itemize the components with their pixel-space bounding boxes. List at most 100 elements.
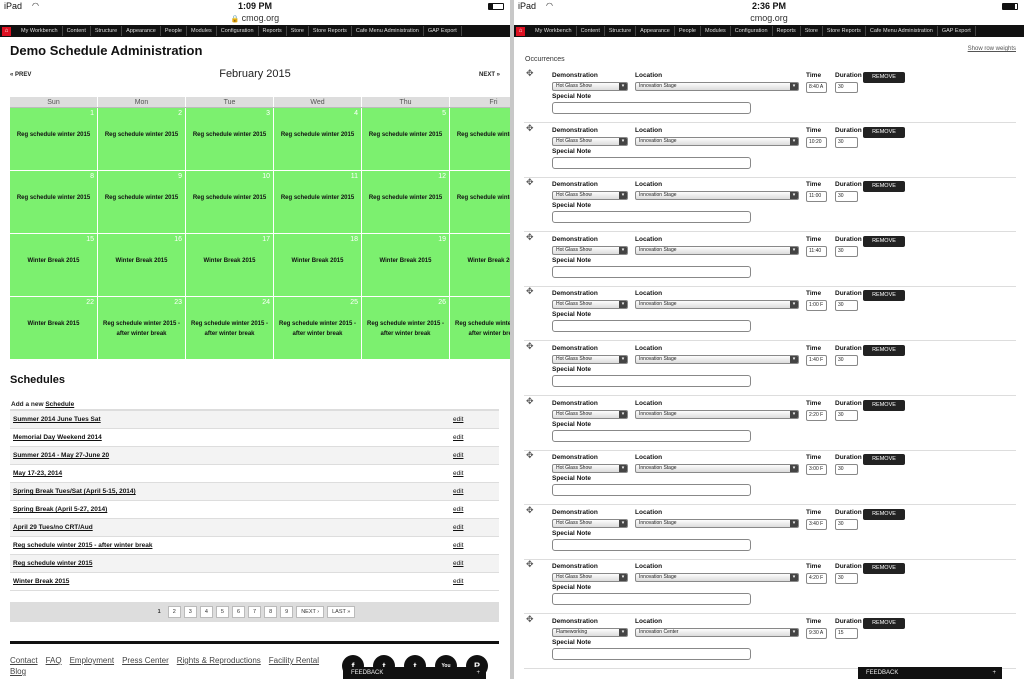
duration-input[interactable]: 30 xyxy=(835,518,858,530)
calendar-event[interactable]: Reg schedule winter 2015 - after winter … xyxy=(278,321,357,337)
duration-input[interactable]: 30 xyxy=(835,409,858,421)
location-select[interactable]: Innovation Stage ▾ xyxy=(635,82,799,91)
edit-link[interactable]: edit xyxy=(453,578,464,585)
special-note-input[interactable] xyxy=(552,484,751,497)
demonstration-select[interactable]: Hot Glass Show ▾ xyxy=(552,300,628,310)
duration-input[interactable]: 15 xyxy=(835,628,858,639)
drag-handle-icon[interactable]: ✥ xyxy=(526,395,534,406)
drag-handle-icon[interactable]: ✥ xyxy=(526,450,534,461)
duration-input[interactable]: 30 xyxy=(835,300,858,312)
edit-link[interactable]: edit xyxy=(453,416,464,423)
schedule-name-link[interactable]: May 17-23, 2014 xyxy=(13,470,63,477)
show-row-weights-link[interactable]: Show row weights xyxy=(967,46,1016,52)
duration-input[interactable]: 30 xyxy=(835,245,858,257)
location-select[interactable]: Innovation Stage ▾ xyxy=(635,573,799,583)
demonstration-select[interactable]: Hot Glass Show ▾ xyxy=(552,409,628,419)
edit-link[interactable]: edit xyxy=(453,506,464,513)
duration-input[interactable]: 30 xyxy=(835,573,858,585)
toolbar-item[interactable]: Store xyxy=(287,26,309,36)
calendar-event[interactable]: Reg schedule winter 2015 xyxy=(104,195,179,201)
calendar-event[interactable]: Reg schedule winter 2015 xyxy=(280,132,355,138)
toolbar-item[interactable]: Reports xyxy=(773,26,801,36)
footer-link[interactable]: Facility Rental xyxy=(268,656,320,665)
duration-input[interactable]: 30 xyxy=(835,136,858,148)
remove-button[interactable]: REMOVE xyxy=(863,181,905,193)
location-select[interactable]: Innovation Stage ▾ xyxy=(635,355,799,364)
calendar-day-cell[interactable]: 25 Reg schedule winter 2015 - after winte… xyxy=(274,297,362,360)
drag-handle-icon[interactable]: ✥ xyxy=(526,286,534,297)
next-month-link[interactable]: NEXT » xyxy=(478,72,500,78)
location-select[interactable]: Innovation Stage ▾ xyxy=(635,518,799,528)
calendar-day-cell[interactable]: 23 Reg schedule winter 2015 - after winte… xyxy=(98,297,186,360)
toolbar-item[interactable]: GAP Export xyxy=(424,26,462,36)
calendar-day-cell[interactable]: 10 Reg schedule winter 2015 xyxy=(186,171,274,234)
location-select[interactable]: Innovation Stage ▾ xyxy=(635,245,799,255)
time-input[interactable]: 9:30 A xyxy=(806,628,827,639)
remove-button[interactable]: REMOVE xyxy=(863,72,905,83)
calendar-day-cell[interactable]: 20Winter Break 2015 xyxy=(450,234,510,297)
toolbar-item[interactable]: Configuration xyxy=(217,26,259,36)
calendar-event[interactable]: Reg schedule winter 2015 xyxy=(456,132,510,138)
location-select[interactable]: Innovation Stage ▾ xyxy=(635,464,799,474)
edit-link[interactable]: edit xyxy=(453,488,464,495)
pager-item[interactable]: 9 xyxy=(280,606,294,618)
schedule-name-link[interactable]: Memorial Day Weekend 2014 xyxy=(13,434,102,441)
location-select[interactable]: Innovation Stage ▾ xyxy=(635,191,799,201)
demonstration-select[interactable]: Hot Glass Show ▾ xyxy=(552,82,628,91)
duration-input[interactable]: 30 xyxy=(835,464,858,476)
edit-link[interactable]: edit xyxy=(453,434,464,441)
toolbar-item[interactable]: My Workbench xyxy=(531,26,577,36)
toolbar-item[interactable]: Structure xyxy=(605,26,637,36)
toolbar-item[interactable]: Modules xyxy=(701,26,731,36)
demonstration-select[interactable]: Hot Glass Show ▾ xyxy=(552,464,628,474)
special-note-input[interactable] xyxy=(552,265,751,278)
toolbar-item[interactable]: Appearance xyxy=(636,26,675,36)
calendar-day-cell[interactable]: 26 Reg schedule winter 2015 - after winte… xyxy=(362,297,450,360)
calendar-event[interactable]: Reg schedule winter 2015 xyxy=(368,195,443,201)
remove-button[interactable]: REMOVE xyxy=(863,508,905,520)
demonstration-select[interactable]: Flameworking ▾ xyxy=(552,628,628,637)
toolbar-item[interactable]: Content xyxy=(63,26,91,36)
special-note-input[interactable] xyxy=(552,593,751,606)
special-note-input[interactable] xyxy=(552,156,751,169)
time-input[interactable]: 2:20 F xyxy=(806,409,827,421)
calendar-event[interactable]: Winter Break 2015 xyxy=(115,258,168,264)
drag-handle-icon[interactable]: ✥ xyxy=(526,559,534,570)
toolbar-item[interactable]: GAP Export xyxy=(938,26,976,36)
remove-button[interactable]: REMOVE xyxy=(863,399,905,411)
calendar-event[interactable]: Winter Break 2015 xyxy=(467,258,511,264)
calendar-event[interactable]: Reg schedule winter 2015 xyxy=(192,195,267,201)
toolbar-item[interactable]: Store Reports xyxy=(309,26,352,36)
pager-item[interactable]: 2 xyxy=(167,606,181,618)
edit-link[interactable]: edit xyxy=(453,470,464,477)
address-bar[interactable]: 🔒 cmog.org xyxy=(0,12,510,25)
toolbar-item[interactable]: Store xyxy=(801,26,823,36)
calendar-day-cell[interactable]: 24 Reg schedule winter 2015 - after winte… xyxy=(186,297,274,360)
calendar-day-cell[interactable]: 13Reg schedule winter 2015 xyxy=(450,171,510,234)
calendar-event[interactable]: Winter Break 2015 xyxy=(291,258,344,264)
toolbar-item[interactable]: Content xyxy=(577,26,605,36)
calendar-day-cell[interactable]: 8 Reg schedule winter 2015 xyxy=(10,171,98,234)
special-note-input[interactable] xyxy=(552,320,751,333)
drag-handle-icon[interactable]: ✥ xyxy=(526,504,534,515)
location-select[interactable]: Innovation Stage ▾ xyxy=(635,409,799,419)
pager-item[interactable]: 8 xyxy=(264,606,278,618)
calendar-day-cell[interactable]: 19 Winter Break 2015 xyxy=(362,234,450,297)
time-input[interactable]: 1:00 F xyxy=(806,300,827,312)
schedule-name-link[interactable]: Summer 2014 June Tues Sat xyxy=(13,416,101,423)
demonstration-select[interactable]: Hot Glass Show ▾ xyxy=(552,518,628,528)
drag-handle-icon[interactable]: ✥ xyxy=(526,68,534,78)
calendar-day-cell[interactable]: 11 Reg schedule winter 2015 xyxy=(274,171,362,234)
demonstration-select[interactable]: Hot Glass Show ▾ xyxy=(552,136,628,146)
duration-input[interactable]: 30 xyxy=(835,82,858,93)
add-schedule-link[interactable]: Schedule xyxy=(45,401,75,408)
feedback-bar[interactable]: FEEDBACK + xyxy=(343,667,486,679)
calendar-event[interactable]: Reg schedule winter 2015 xyxy=(16,195,91,201)
time-input[interactable]: 1:40 F xyxy=(806,355,827,366)
schedule-name-link[interactable]: Reg schedule winter 2015 - after winter … xyxy=(13,542,153,549)
toolbar-item[interactable]: Store Reports xyxy=(823,26,866,36)
calendar-day-cell[interactable]: 16 Winter Break 2015 xyxy=(98,234,186,297)
pager-item[interactable]: 3 xyxy=(183,606,197,618)
calendar-day-cell[interactable]: 3 Reg schedule winter 2015 xyxy=(186,108,274,171)
time-input[interactable]: 10:20 xyxy=(806,136,827,148)
